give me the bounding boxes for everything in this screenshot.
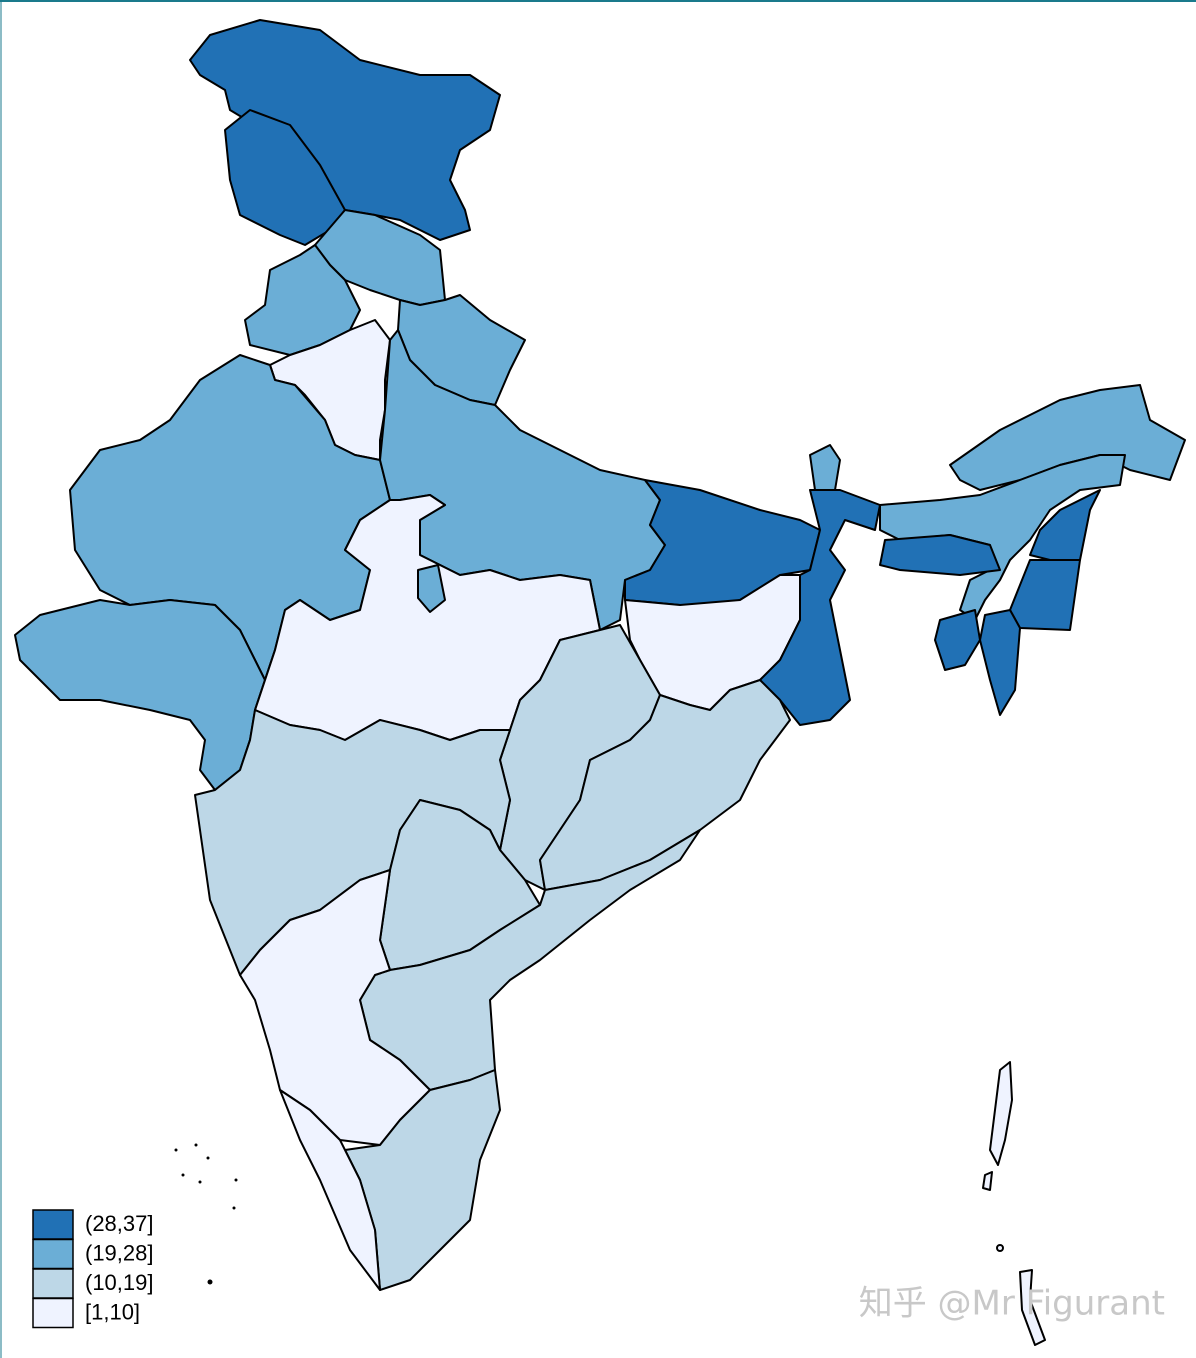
state [1019, 1269, 1046, 1346]
island [174, 1148, 178, 1152]
state [879, 534, 1001, 576]
legend-swatch [32, 1238, 74, 1270]
state [809, 444, 841, 491]
state [989, 1061, 1013, 1166]
legend-swatch [32, 1268, 74, 1299]
state [759, 489, 881, 726]
island [181, 1173, 185, 1177]
legend-label: (28,37] [85, 1211, 154, 1236]
legend-swatch [32, 1209, 74, 1240]
island [232, 1206, 236, 1210]
island [198, 1180, 202, 1184]
island [194, 1143, 198, 1147]
state [949, 384, 1186, 491]
legend: (28,37] (19,28] (10,19] [1,10] [32, 1209, 154, 1329]
state [979, 609, 1021, 716]
state [279, 1089, 381, 1291]
island [207, 1279, 213, 1285]
legend-swatch [32, 1297, 74, 1329]
state [417, 564, 446, 613]
island [206, 1156, 210, 1160]
state [934, 609, 981, 671]
legend-label: (10,19] [85, 1270, 154, 1295]
watermark: 知乎 @Mr Figurant [859, 1284, 1165, 1324]
island [996, 1244, 1004, 1252]
state [1029, 489, 1101, 561]
states [14, 19, 1186, 1346]
legend-label: (19,28] [85, 1240, 154, 1265]
legend-label: [1,10] [85, 1299, 140, 1324]
state [982, 1171, 993, 1191]
island [234, 1178, 238, 1182]
